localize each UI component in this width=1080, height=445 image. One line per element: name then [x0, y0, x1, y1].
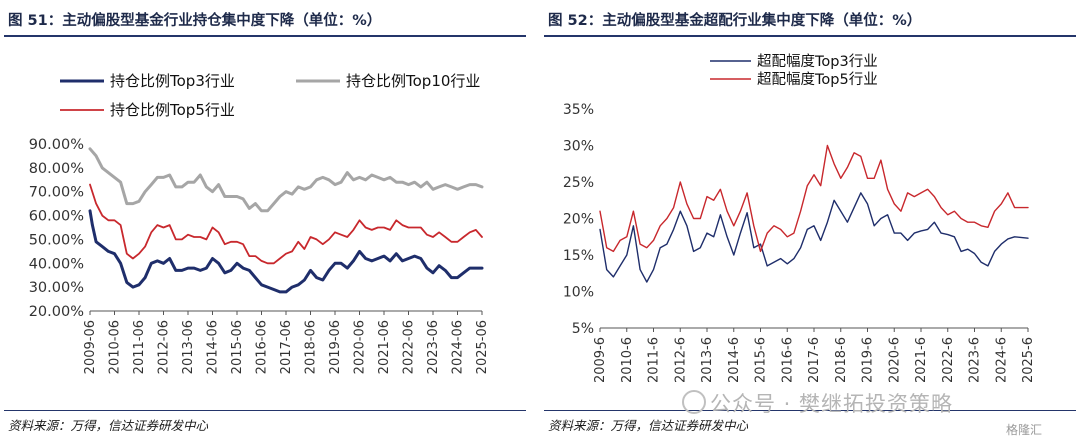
series-line-2 — [599, 144, 1029, 253]
series-line-1 — [599, 192, 1029, 283]
x-tick-label: 2012-06 — [157, 320, 172, 374]
x-tick-label: 2011-06 — [132, 320, 147, 374]
y-tick-label: 90.00% — [29, 137, 84, 153]
y-tick-label: 40.00% — [29, 256, 84, 272]
x-tick-label: 2013-6 — [700, 337, 715, 383]
x-tick-label: 2020-06 — [353, 320, 368, 374]
x-tick-label: 2021-6 — [914, 337, 929, 383]
wechat-icon — [682, 390, 706, 414]
right-source-rule — [544, 410, 1076, 411]
y-tick-label: 35% — [563, 102, 594, 118]
y-tick-label: 70.00% — [29, 185, 84, 201]
x-tick-label: 2022-06 — [402, 320, 417, 374]
legend-label: 超配幅度Top3行业 — [757, 53, 878, 70]
legend-label: 超配幅度Top5行业 — [757, 71, 878, 88]
x-tick-label: 2014-6 — [727, 337, 742, 383]
x-tick-label: 2019-6 — [861, 337, 876, 383]
x-tick-label: 2009-06 — [83, 320, 98, 374]
gelonghui-logo: 格隆汇 — [1006, 423, 1043, 437]
left-panel: 图 51：主动偏股型基金行业持仓集中度下降（单位：%） 资料来源：万得，信达证券… — [0, 0, 530, 445]
x-tick-label: 2014-06 — [206, 320, 221, 374]
left-chart-title: 图 51：主动偏股型基金行业持仓集中度下降（单位：%） — [8, 13, 382, 29]
x-tick-label: 2010-06 — [108, 320, 123, 374]
chart-2: 5% 10% 15% 20% 25% 30% 35% 2009-6 2010-6 2011-6 20… — [563, 53, 1036, 383]
x-tick-label: 2020-6 — [887, 337, 902, 383]
legend-label: 持仓比例Top3行业 — [110, 72, 235, 90]
x-tick-label: 2015-6 — [754, 337, 769, 383]
x-tick-label: 2021-06 — [377, 320, 392, 374]
y-tick-label: 15% — [563, 248, 594, 264]
series-line-2 — [88, 147, 484, 213]
x-tick-label: 2025-6 — [1021, 337, 1036, 383]
x-tick-label: 2023-06 — [426, 320, 441, 374]
y-tick-label: 5% — [572, 321, 594, 337]
y-tick-label: 20.00% — [29, 304, 84, 320]
x-tick-label: 2024-06 — [451, 320, 466, 374]
series-line-3 — [89, 183, 483, 265]
y-tick-label: 10% — [563, 285, 594, 301]
watermark-text: 公众号 · 樊继拓投资策略 — [710, 392, 954, 416]
x-tick-label: 2025-06 — [475, 320, 490, 374]
x-tick-label: 2018-06 — [304, 320, 319, 374]
x-tick-label: 2024-6 — [994, 337, 1009, 383]
x-tick-label: 2011-6 — [647, 337, 662, 383]
left-source-note: 资料来源：万得，信达证券研发中心 — [8, 418, 209, 433]
chart-1: 20.00% 30.00% 40.00% 50.00% 60.00% 70.00% 80.0… — [29, 72, 490, 374]
y-tick-label: 50.00% — [29, 232, 84, 248]
x-tick-label: 2022-6 — [941, 337, 956, 383]
y-tick-label: 30% — [563, 139, 594, 155]
x-tick-label: 2010-6 — [620, 337, 635, 383]
right-chart-title: 图 52：主动偏股型基金超配行业集中度下降（单位：%） — [548, 13, 922, 29]
x-tick-label: 2017-06 — [279, 320, 294, 374]
y-tick-label: 20% — [563, 212, 594, 228]
x-tick-label: 2012-6 — [673, 337, 688, 383]
x-tick-label: 2023-6 — [968, 337, 983, 383]
y-tick-label: 30.00% — [29, 280, 84, 296]
x-tick-label: 2009-6 — [593, 337, 608, 383]
right-source-note: 资料来源：万得，信达证券研发中心 — [548, 418, 749, 433]
x-tick-label: 2016-06 — [255, 320, 270, 374]
watermark: 公众号 · 樊继拓投资策略 — [682, 388, 953, 418]
x-tick-label: 2019-06 — [328, 320, 343, 374]
right-title-rule — [544, 35, 1076, 37]
series-line-1 — [88, 209, 484, 294]
legend-label: 持仓比例Top5行业 — [110, 101, 235, 119]
y-tick-label: 60.00% — [29, 209, 84, 225]
x-tick-label: 2017-6 — [807, 337, 822, 383]
y-tick-label: 25% — [563, 175, 594, 191]
x-tick-label: 2015-06 — [230, 320, 245, 374]
left-title-rule — [4, 35, 526, 37]
left-source-rule — [4, 410, 526, 411]
y-tick-label: 80.00% — [29, 161, 84, 177]
x-tick-label: 2018-6 — [834, 337, 849, 383]
x-tick-label: 2013-06 — [181, 320, 196, 374]
x-tick-label: 2016-6 — [780, 337, 795, 383]
legend-label: 持仓比例Top10行业 — [346, 72, 480, 90]
right-panel: 图 52：主动偏股型基金超配行业集中度下降（单位：%） 资料来源：万得，信达证券… — [540, 0, 1080, 445]
